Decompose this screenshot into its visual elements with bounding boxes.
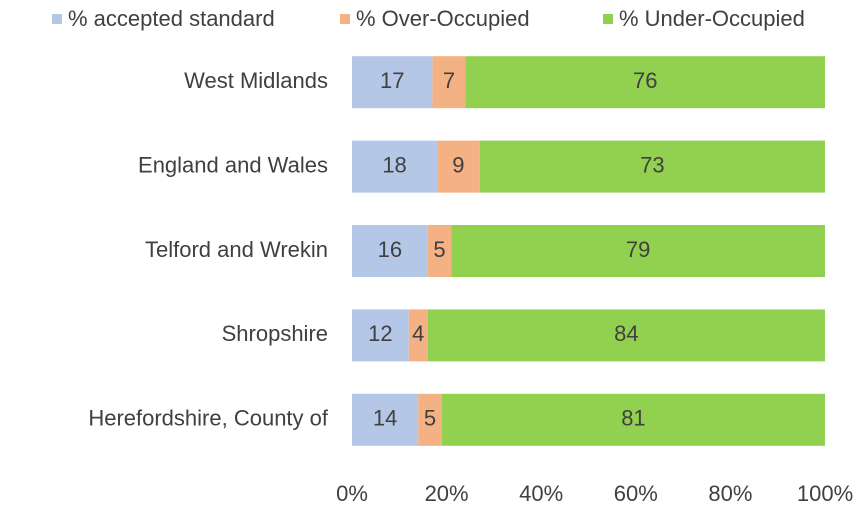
- bar-segment: [352, 140, 438, 193]
- legend-label: % Under-Occupied: [619, 6, 805, 31]
- bar-segment: [465, 56, 825, 109]
- data-label: 76: [633, 68, 657, 93]
- x-tick-label: 40%: [519, 481, 563, 506]
- data-label: 7: [443, 68, 455, 93]
- y-tick-label: England and Wales: [138, 152, 328, 177]
- data-label: 79: [626, 237, 650, 262]
- data-label: 14: [373, 406, 397, 431]
- x-tick-label: 0%: [336, 481, 368, 506]
- data-label: 5: [424, 406, 436, 431]
- bar-segment: [479, 140, 825, 193]
- bar-segment: [352, 309, 409, 362]
- legend-swatch: [340, 14, 350, 24]
- legend-label: % accepted standard: [68, 6, 275, 31]
- y-tick-label: Shropshire: [222, 321, 328, 346]
- x-tick-label: 80%: [708, 481, 752, 506]
- bar-segment: [432, 56, 466, 109]
- y-tick-label: Herefordshire, County of: [88, 406, 329, 431]
- data-label: 17: [380, 68, 404, 93]
- y-tick-label: West Midlands: [184, 68, 328, 93]
- bar-segment: [352, 225, 428, 277]
- bar-segment: [352, 393, 419, 446]
- x-tick-label: 100%: [797, 481, 853, 506]
- data-label: 16: [378, 237, 402, 262]
- data-label: 9: [452, 152, 464, 177]
- bar-segment: [437, 140, 480, 193]
- bar-segment: [352, 56, 433, 109]
- data-label: 5: [433, 237, 445, 262]
- data-label: 12: [368, 321, 392, 346]
- data-label: 18: [382, 152, 406, 177]
- x-tick-label: 60%: [614, 481, 658, 506]
- bar-segment: [418, 393, 442, 446]
- data-label: 73: [640, 152, 664, 177]
- y-tick-label: Telford and Wrekin: [145, 237, 328, 262]
- bar-segment: [408, 309, 428, 362]
- bar-segment: [441, 393, 825, 446]
- bar-segment: [427, 225, 452, 277]
- bar-segment: [427, 309, 825, 362]
- data-label: 84: [614, 321, 638, 346]
- bar-segment: [451, 225, 825, 277]
- legend-swatch: [52, 14, 62, 24]
- data-label: 4: [412, 321, 424, 346]
- legend-label: % Over-Occupied: [356, 6, 530, 31]
- legend-swatch: [603, 14, 613, 24]
- data-label: 81: [621, 406, 645, 431]
- x-tick-label: 20%: [425, 481, 469, 506]
